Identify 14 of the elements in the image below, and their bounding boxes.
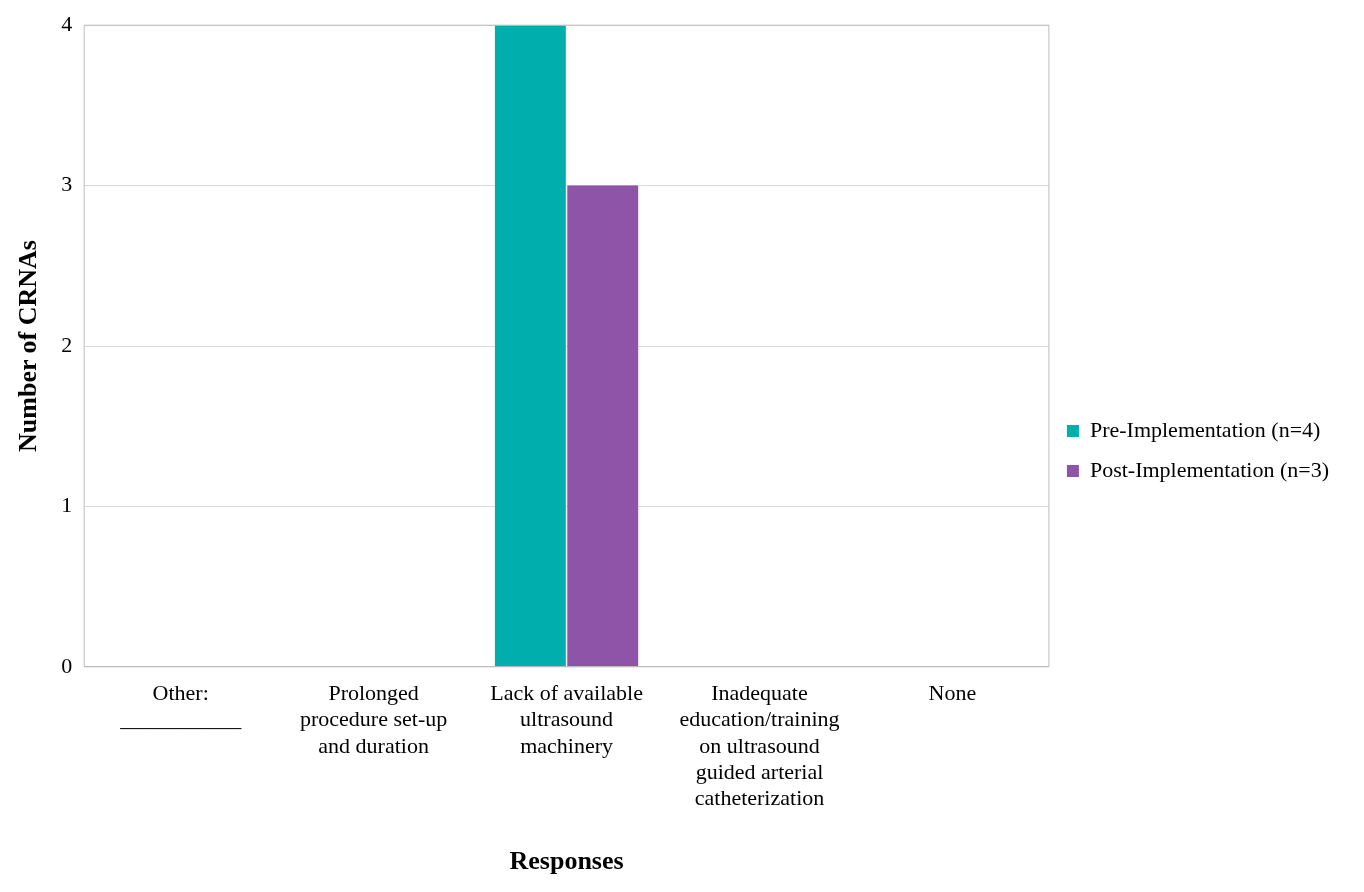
x-axis-title: Responses (509, 846, 624, 876)
y-tick-label: 1 (61, 492, 73, 518)
x-tick-label: Other: ___________ (119, 679, 243, 732)
y-tick-label: 3 (61, 171, 73, 197)
y-tick-label: 4 (61, 10, 73, 36)
y-axis-title: Number of CRNAs (13, 240, 43, 452)
y-tick-label: 0 (61, 652, 73, 678)
x-tick-label: Inadequate education/training on ultrasound guided arterial catheterization (679, 679, 840, 811)
x-tick-label: Prolonged procedure set-up and duration (300, 679, 448, 758)
legend-label: Pre-Implementation (n=4) (1089, 416, 1321, 442)
y-tick-label: 2 (61, 331, 73, 357)
x-tick-label: None (928, 679, 977, 705)
legend-label: Post-Implementation (n=3) (1089, 456, 1329, 482)
x-tick-label: Lack of available ultrasound machinery (490, 679, 643, 758)
